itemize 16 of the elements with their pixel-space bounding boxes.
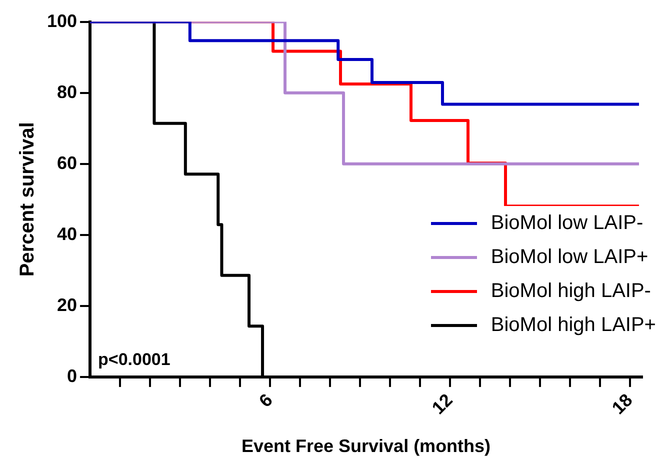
y-tick-label: 0 bbox=[67, 366, 78, 386]
legend-label: BioMol high LAIP- bbox=[490, 280, 651, 302]
x-axis-title: Event Free Survival (months) bbox=[241, 436, 491, 456]
y-tick-label: 60 bbox=[57, 152, 78, 173]
y-tick-label: 40 bbox=[57, 224, 78, 244]
annotation: p<0.0001 bbox=[98, 350, 170, 370]
y-tick-label: 100 bbox=[46, 10, 78, 31]
x-tick-label: 12 bbox=[428, 390, 456, 418]
x-tick-label: 6 bbox=[255, 390, 276, 412]
y-tick-label: 20 bbox=[57, 294, 78, 315]
y-axis-title: Percent survival bbox=[16, 122, 39, 277]
y-tick-label: 80 bbox=[57, 82, 78, 102]
x-tick-label: 18 bbox=[608, 390, 636, 418]
legend-label: BioMol high LAIP+ bbox=[490, 314, 656, 336]
legend-label: BioMol low LAIP- bbox=[490, 212, 644, 234]
legend-label: BioMol low LAIP+ bbox=[490, 246, 648, 268]
